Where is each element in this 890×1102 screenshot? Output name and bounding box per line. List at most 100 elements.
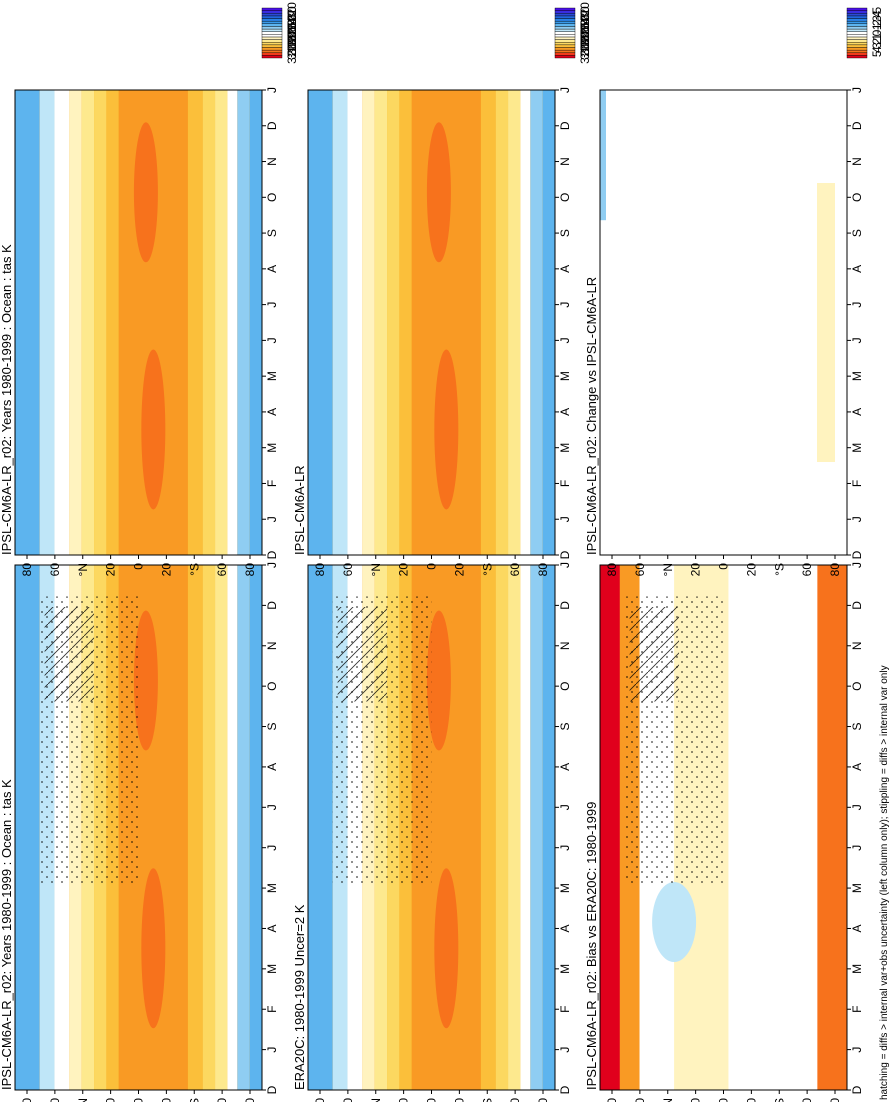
- lat-tick-label: °S: [480, 563, 494, 576]
- colorbar-swatch: [554, 55, 576, 59]
- month-tick-label: O: [850, 681, 864, 690]
- month-tick-label: J: [558, 87, 572, 93]
- panel-title: IPSL-CM6A-LR_r02: Years 1980-1999 : Ocea…: [0, 779, 14, 1090]
- lat-tick-label: 0: [132, 1098, 146, 1102]
- lat-tick-label: 60: [341, 563, 355, 577]
- month-tick-label: J: [558, 845, 572, 851]
- month-tick-label: J: [558, 337, 572, 343]
- colorbar-swatch: [261, 31, 283, 35]
- month-tick-label: S: [265, 723, 279, 731]
- panel-3: 80 60 °N 20 0 20 °S 60 80DJFMAMJJASONDJIPSL-CM6A…: [0, 87, 279, 576]
- colorbar-swatch: [846, 15, 868, 19]
- lat-tick-label: 60: [508, 563, 522, 577]
- month-tick-label: J: [265, 337, 279, 343]
- lat-band: [187, 565, 203, 1090]
- lat-band: [480, 90, 496, 555]
- month-tick-label: A: [265, 763, 279, 771]
- colorbar-swatch: [261, 10, 283, 14]
- lat-band: [495, 90, 509, 555]
- colorbar-label: 220: [285, 2, 299, 22]
- lat-band: [106, 90, 119, 555]
- month-tick-label: S: [850, 229, 864, 237]
- lat-tick-label: °S: [772, 1098, 786, 1102]
- colorbar-swatch: [554, 20, 576, 24]
- colorbar-label: 240: [578, 10, 592, 30]
- panel-title: ERA20C: 1980-1999 Uncer=2 K: [292, 904, 307, 1090]
- lat-tick-label: °N: [76, 563, 90, 576]
- month-tick-label: J: [558, 804, 572, 810]
- colorbar-swatch: [261, 28, 283, 32]
- colorbar-swatch: [846, 23, 868, 27]
- lat-band: [215, 90, 228, 555]
- month-tick-label: A: [558, 265, 572, 273]
- colorbar-swatch: [846, 20, 868, 24]
- lat-band: [202, 90, 216, 555]
- month-tick-label: J: [265, 1047, 279, 1053]
- lat-band: [187, 90, 203, 555]
- lat-tick-label: 0: [132, 563, 146, 570]
- lat-tick-label: 60: [800, 563, 814, 577]
- lat-band: [202, 565, 216, 1090]
- change-south: [817, 183, 835, 462]
- panel-0: 80 60 °N 20 0 20 °S 60 80 D J F M A M J J A S O N D J IPSL-CM6A…: [0, 562, 279, 1102]
- lat-tick-label: 80: [536, 563, 550, 577]
- month-tick-label: F: [265, 480, 279, 487]
- month-tick-label: M: [850, 443, 864, 453]
- colorbar-swatch: [261, 7, 283, 11]
- colorbar-swatch: [261, 49, 283, 53]
- month-tick-label: F: [558, 480, 572, 487]
- hatching: [44, 607, 95, 702]
- month-tick-label: J: [850, 845, 864, 851]
- colorbar-swatch: [846, 47, 868, 51]
- colorbar-label: 320: [578, 44, 592, 64]
- colorbar-swatch: [261, 52, 283, 56]
- colorbar-swatch: [554, 52, 576, 56]
- month-tick-label: D: [265, 601, 279, 610]
- colorbar-swatch: [554, 18, 576, 22]
- lat-band: [347, 90, 363, 555]
- colorbar-label: 250: [285, 14, 299, 34]
- lat-tick-label: 60: [508, 1098, 522, 1102]
- month-tick-label: A: [265, 924, 279, 932]
- month-tick-label: A: [558, 408, 572, 416]
- month-tick-label: S: [558, 229, 572, 237]
- month-tick-label: J: [558, 516, 572, 522]
- colorbar-swatch: [554, 44, 576, 48]
- bias-north-core: [600, 565, 620, 1090]
- lat-tick-label: 0: [717, 1098, 731, 1102]
- colorbar-label: 300: [285, 35, 299, 55]
- colorbar-swatch: [846, 49, 868, 53]
- colorbar-label: 230: [285, 6, 299, 26]
- lat-band: [215, 565, 228, 1090]
- colorbar-swatch: [554, 39, 576, 43]
- month-tick-label: J: [558, 1047, 572, 1053]
- colorbar-swatch: [261, 44, 283, 48]
- colorbar-label: 5: [870, 50, 884, 57]
- lat-band: [94, 90, 107, 555]
- month-tick-label: D: [558, 601, 572, 610]
- month-tick-label: J: [265, 302, 279, 308]
- month-tick-label: M: [850, 883, 864, 893]
- lat-band: [237, 90, 250, 555]
- month-tick-label: S: [850, 723, 864, 731]
- lat-tick-label: 0: [717, 563, 731, 570]
- colorbar-swatch: [846, 52, 868, 56]
- month-tick-label: N: [558, 157, 572, 166]
- month-tick-label: S: [558, 723, 572, 731]
- month-tick-label: A: [850, 763, 864, 771]
- lat-band: [69, 90, 82, 555]
- colorbar-swatch: [554, 42, 576, 46]
- colorbar-swatch: [554, 36, 576, 40]
- lat-band: [520, 565, 531, 1090]
- colorbar-label: 320: [285, 44, 299, 64]
- colorbar-swatch: [261, 20, 283, 24]
- warm-core: [141, 349, 166, 510]
- lat-tick-label: 20: [159, 1098, 173, 1102]
- colorbar-label: 2: [870, 38, 884, 45]
- month-tick-label: O: [850, 193, 864, 202]
- month-tick-label: A: [850, 265, 864, 273]
- lat-tick-label: 20: [689, 1098, 703, 1102]
- colorbar-swatch: [261, 34, 283, 38]
